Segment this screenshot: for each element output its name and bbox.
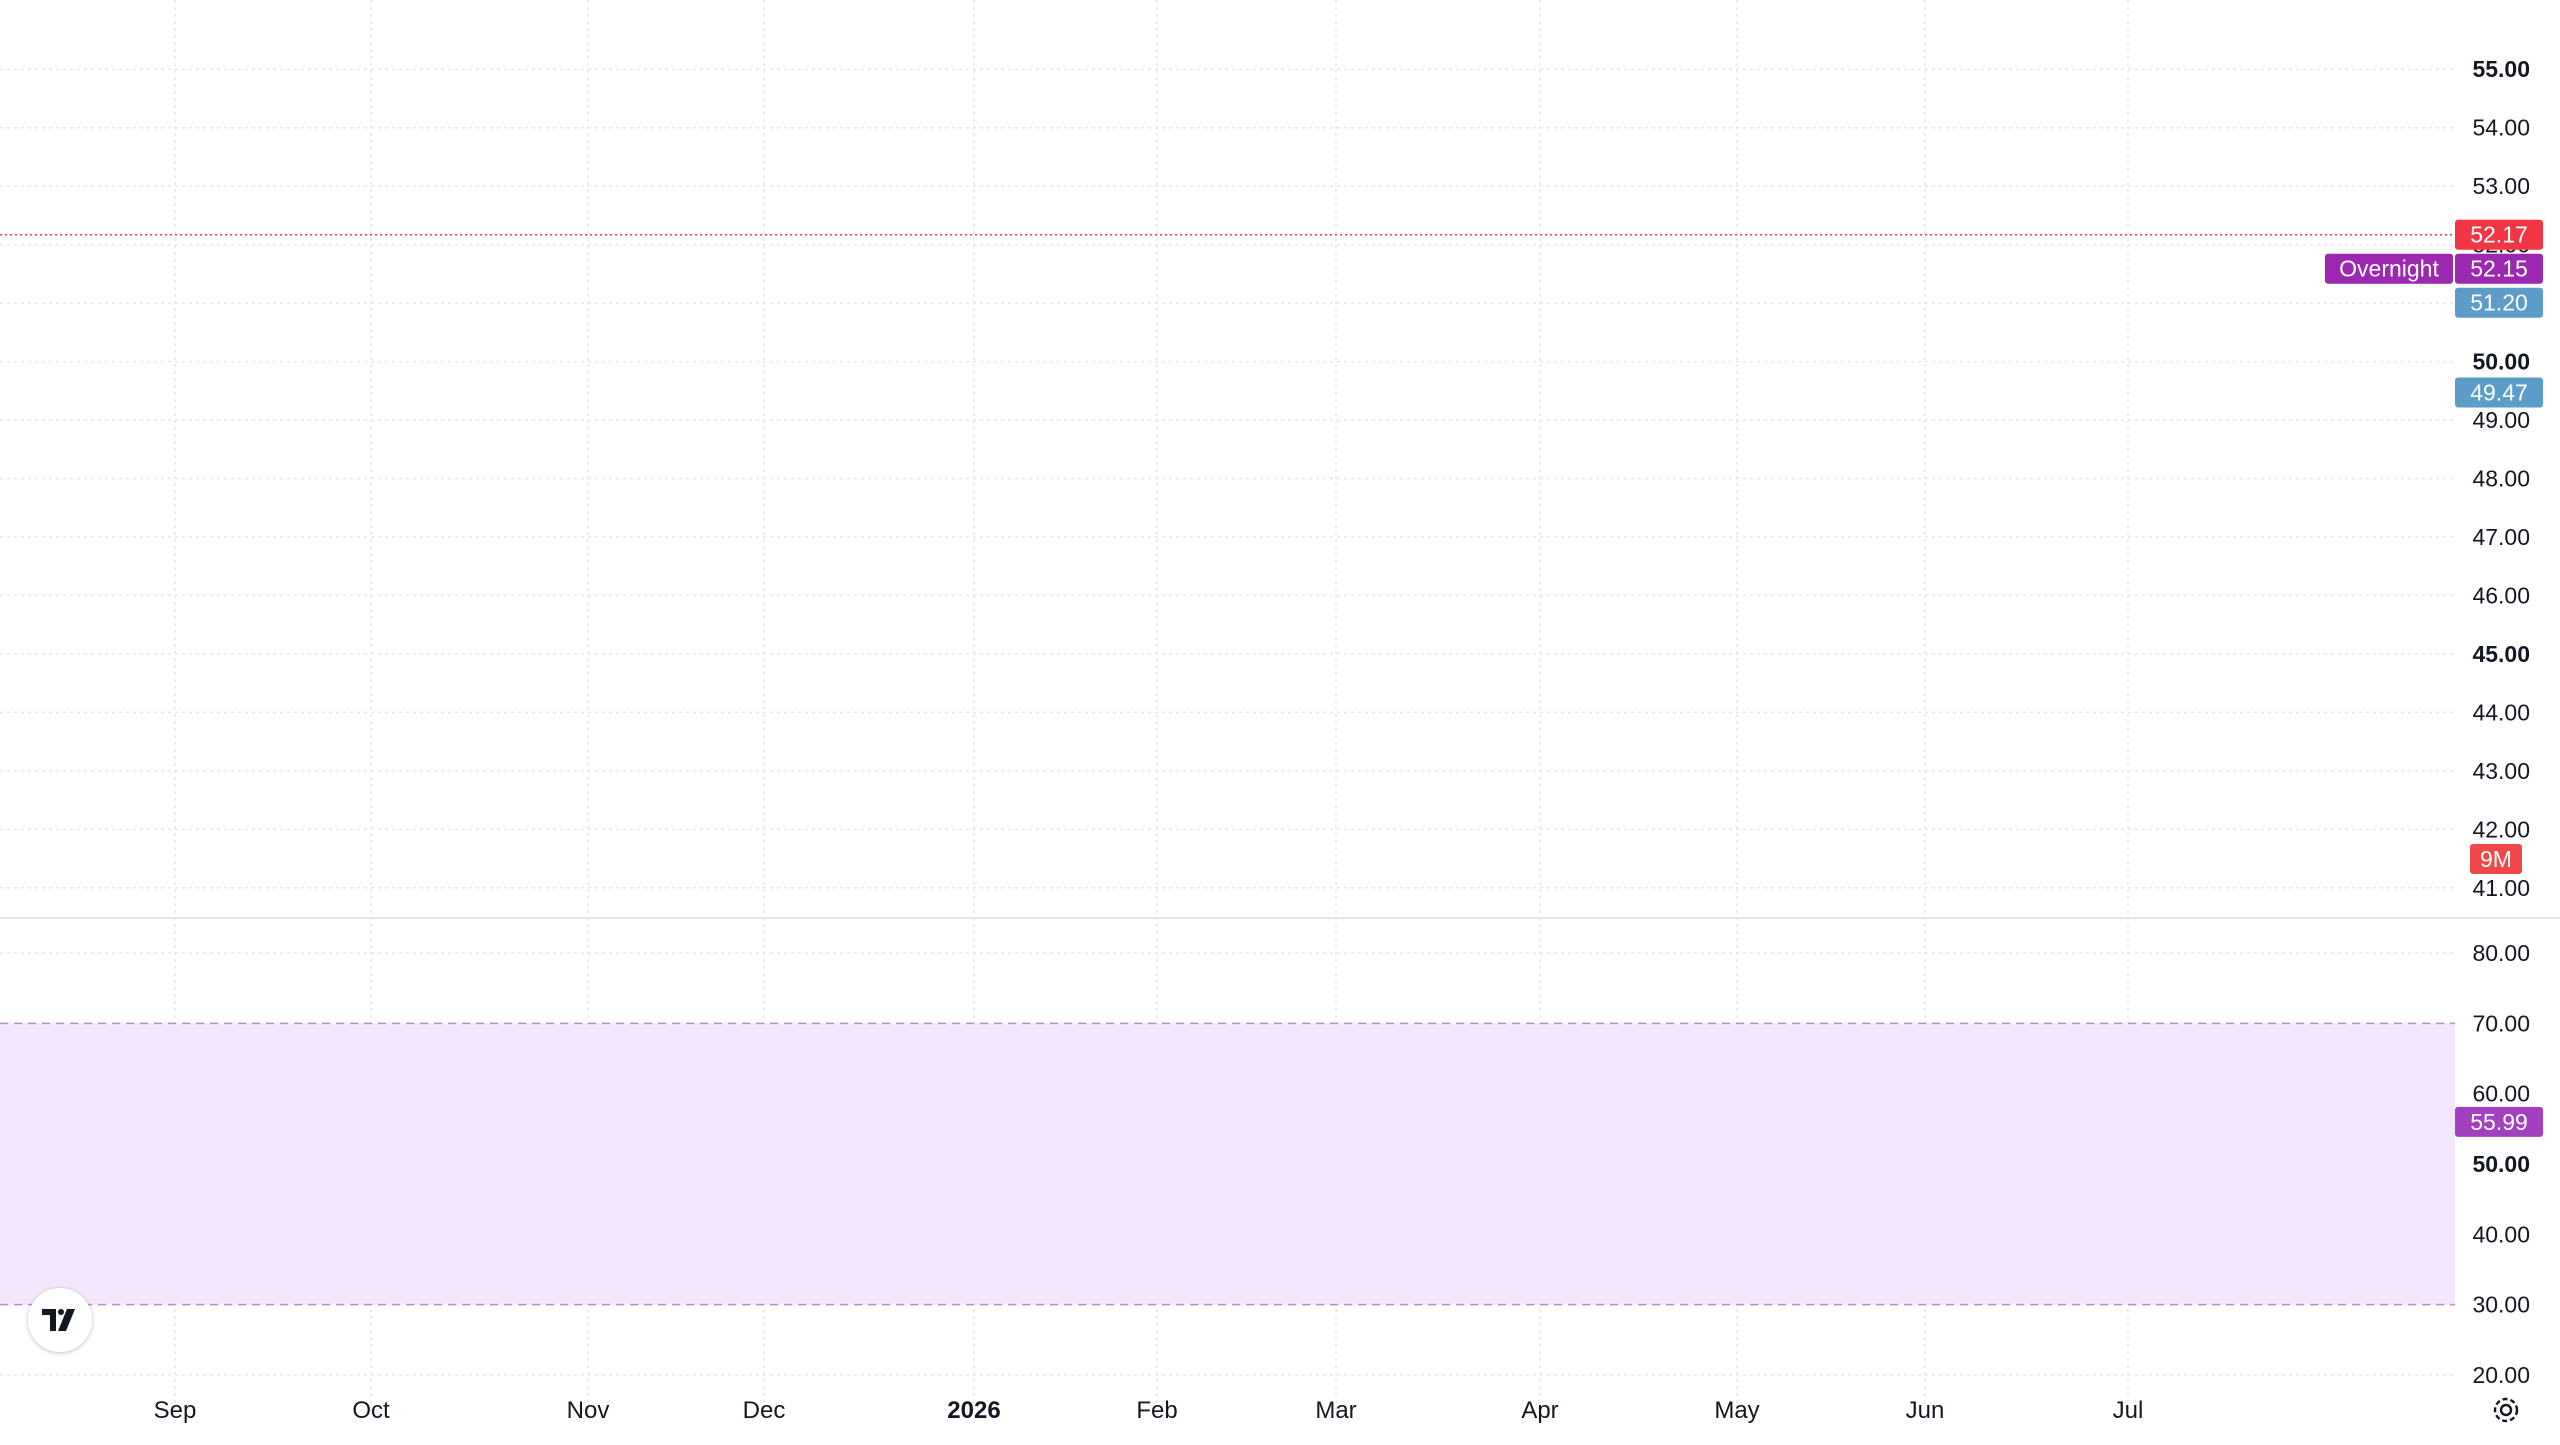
- gear-glyph: [2493, 1397, 2519, 1423]
- time-tick-label: Oct: [352, 1397, 390, 1424]
- rsi-tick-label: 40.00: [2472, 1221, 2530, 1247]
- rsi-tick-label: 70.00: [2472, 1010, 2530, 1036]
- time-tick-label: 2026: [947, 1397, 1000, 1424]
- price-label-1-box: [2455, 253, 2543, 284]
- price-tick-label: 46.00: [2472, 582, 2530, 608]
- price-labels: 52.17 52.15 Overnight 51.20 49.47 9M 55.99: [2325, 219, 2543, 1137]
- time-tick-label: Jun: [1906, 1397, 1945, 1424]
- price-label-0-box: [2455, 219, 2543, 250]
- rsi-band-fill: [0, 1023, 2455, 1305]
- tradingview-logo-icon[interactable]: [28, 1288, 92, 1352]
- time-tick-label: Mar: [1315, 1397, 1356, 1424]
- price-label-0: 52.17: [2470, 222, 2528, 248]
- rsi-tick-label: 80.00: [2472, 940, 2530, 966]
- price-label-3: 49.47: [2470, 380, 2528, 406]
- rsi-current-box: [2455, 1106, 2543, 1137]
- price-tick-label: 45.00: [2472, 641, 2530, 667]
- price-tick-label: 44.00: [2472, 699, 2530, 725]
- rsi-tick-label: 60.00: [2472, 1081, 2530, 1107]
- price-label-2: 51.20: [2470, 290, 2528, 316]
- price-tick-label: 53.00: [2472, 173, 2530, 199]
- volume-label-box: [2470, 844, 2522, 874]
- rsi-band: [0, 1022, 2455, 1306]
- rsi-tick-label: 20.00: [2472, 1362, 2530, 1388]
- price-tick-label: 42.00: [2472, 816, 2530, 842]
- price-tick-label: 47.00: [2472, 524, 2530, 550]
- price-tick-label: 54.00: [2472, 115, 2530, 141]
- price-label-2-box: [2455, 287, 2543, 318]
- time-tick-label: Feb: [1136, 1397, 1177, 1424]
- overnight-tag: Overnight: [2339, 256, 2439, 282]
- price-tick-label: 55.00: [2472, 56, 2530, 82]
- price-tick-label: 41.00: [2472, 875, 2530, 901]
- rsi-tick-label: 30.00: [2472, 1292, 2530, 1318]
- price-label-1: 52.15: [2470, 256, 2528, 282]
- time-tick-label: Jul: [2113, 1397, 2144, 1424]
- time-tick-label: Sep: [154, 1397, 197, 1424]
- overnight-tag-box: [2325, 253, 2453, 284]
- time-tick-label: Apr: [1521, 1397, 1558, 1424]
- time-axis[interactable]: SepOctNovDec2026FebMarAprMayJunJulAug: [0, 1397, 2144, 1424]
- rsi-current-label: 55.99: [2470, 1109, 2528, 1135]
- time-tick-label: Nov: [567, 1397, 610, 1424]
- price-tick-label: 48.00: [2472, 466, 2530, 492]
- tradingview-logo-glyph: [42, 1309, 75, 1331]
- time-tick-label: May: [1714, 1397, 1759, 1424]
- volume-label: 9M: [2480, 846, 2512, 872]
- price-label-3-box: [2455, 377, 2543, 408]
- price-tick-label: 50.00: [2472, 349, 2530, 375]
- price-tick-label: 43.00: [2472, 758, 2530, 784]
- settings-gear-icon[interactable]: [2486, 1390, 2526, 1430]
- price-tick-label: 49.00: [2472, 407, 2530, 433]
- time-tick-label: Dec: [743, 1397, 786, 1424]
- rsi-tick-label: 50.00: [2472, 1151, 2530, 1177]
